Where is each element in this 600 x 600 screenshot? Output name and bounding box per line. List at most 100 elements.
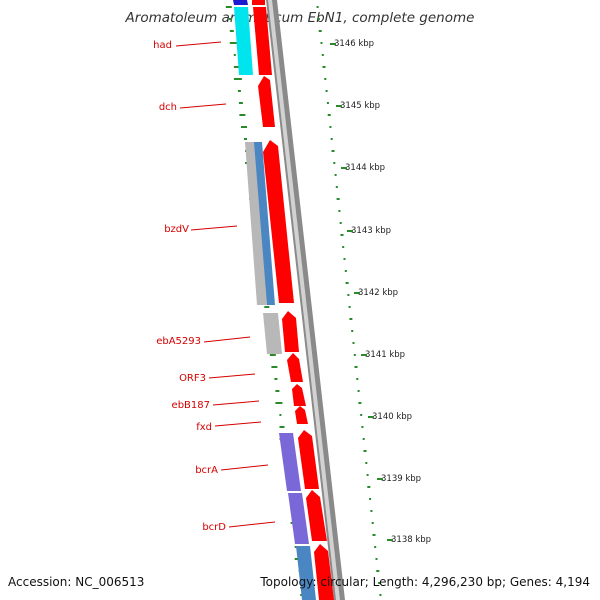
- gene-fxd: [295, 406, 308, 424]
- scale-label-3140: 3140 kbp: [372, 412, 412, 422]
- gc-tick: [339, 222, 342, 224]
- gc-tick: [362, 438, 365, 440]
- gc-tick: [344, 270, 347, 272]
- gene-eba5293: [282, 311, 299, 352]
- gc-tick: [318, 30, 322, 32]
- label-orf3: ORF3: [179, 373, 206, 384]
- gene-bcrd-inner: [288, 493, 309, 544]
- gc-tick: [372, 534, 376, 536]
- scale-label-3139: 3139 kbp: [381, 474, 421, 484]
- gene-had: [253, 7, 272, 75]
- gc-tick: [336, 198, 340, 200]
- gene-bottom-inner: [296, 546, 316, 600]
- gc-tick: [239, 114, 246, 116]
- label-bcra: bcrA: [195, 465, 218, 476]
- gc-ticks-outer: [316, 6, 382, 596]
- gc-tick: [317, 18, 320, 20]
- scale-label-3142: 3142 kbp: [358, 288, 398, 298]
- gc-tick: [357, 390, 360, 392]
- gc-tick: [376, 570, 380, 572]
- gc-tick: [360, 414, 363, 416]
- gc-tick: [351, 330, 354, 332]
- gc-tick: [365, 462, 368, 464]
- gc-tick: [345, 282, 349, 284]
- gc-tick: [225, 6, 232, 8]
- gc-tick: [233, 66, 239, 68]
- gc-tick: [354, 366, 358, 368]
- scale-label-3143: 3143 kbp: [351, 226, 391, 236]
- scale-label-3145: 3145 kbp: [340, 101, 380, 111]
- label-dch: dch: [159, 102, 177, 113]
- scale-label-3146: 3146 kbp: [334, 39, 374, 49]
- gc-tick: [340, 234, 344, 236]
- gc-tick: [358, 402, 362, 404]
- gc-tick: [374, 546, 377, 548]
- gc-tick: [279, 414, 282, 416]
- gc-tick: [229, 42, 237, 44]
- gc-tick: [369, 498, 372, 500]
- gc-tick: [366, 474, 369, 476]
- gene-ebb187: [292, 384, 306, 406]
- scale-label-3141: 3141 kbp: [365, 350, 405, 360]
- gc-tick: [316, 6, 319, 8]
- gc-tick: [343, 258, 346, 260]
- topology-text: Topology: circular; Length: 4,296,230 bp…: [260, 575, 590, 589]
- gc-tick: [331, 150, 335, 152]
- gc-tick: [325, 90, 328, 92]
- gc-tick: [229, 30, 234, 32]
- gc-tick: [324, 78, 327, 80]
- gc-tick: [329, 126, 332, 128]
- scale-label-3138: 3138 kbp: [391, 535, 431, 545]
- scale-tick: [336, 105, 342, 107]
- inner-track: [233, 0, 316, 600]
- gc-tick: [338, 210, 341, 212]
- scale-tick: [387, 539, 393, 541]
- gc-tick: [378, 582, 381, 584]
- gc-tick: [233, 54, 236, 56]
- gene-top-red: [252, 0, 265, 5]
- gc-tick: [269, 354, 276, 356]
- gc-tick: [237, 90, 241, 92]
- gene-bcra-inner: [279, 433, 301, 491]
- gene-bzdv-inner-b: [254, 142, 275, 305]
- gene-bottom-outer: [314, 544, 334, 600]
- scale-tick: [377, 478, 383, 480]
- gc-tick: [279, 426, 285, 428]
- gc-tick: [320, 42, 323, 44]
- gc-tick: [353, 354, 356, 356]
- gene-labels: had dch bzdV ebA5293 ORF3 ebB187 fxd bcr…: [153, 40, 276, 533]
- gc-tick: [370, 510, 373, 512]
- gc-tick: [330, 138, 333, 140]
- gc-tick: [326, 102, 329, 104]
- gc-tick: [327, 114, 331, 116]
- gc-tick: [244, 138, 247, 140]
- gc-tick: [342, 246, 345, 248]
- scale-tick: [341, 167, 347, 169]
- gc-tick: [233, 78, 242, 80]
- gc-tick: [333, 162, 336, 164]
- gene-eba5293-inner: [263, 313, 282, 354]
- gene-orf3: [287, 353, 303, 382]
- gene-bcrd: [306, 490, 327, 541]
- gc-tick: [228, 18, 232, 20]
- label-bzdv: bzdV: [164, 224, 189, 235]
- scale-ticks: [330, 43, 393, 541]
- scale-tick: [354, 292, 360, 294]
- label-fxd: fxd: [196, 422, 212, 433]
- gc-tick: [274, 378, 278, 380]
- gc-tick: [349, 318, 353, 320]
- gc-tick: [335, 186, 338, 188]
- scale-labels: 3146 kbp 3145 kbp 3144 kbp 3143 kbp 3142…: [334, 39, 431, 545]
- outer-track: [252, 0, 334, 600]
- gene-dch: [258, 76, 275, 127]
- gc-tick: [275, 402, 283, 404]
- scale-tick: [368, 416, 374, 418]
- gc-tick: [375, 558, 378, 560]
- gc-tick: [348, 306, 351, 308]
- gc-tick: [322, 66, 326, 68]
- gc-tick: [321, 54, 324, 56]
- scale-label-3144: 3144 kbp: [345, 163, 385, 173]
- gc-tick: [264, 306, 270, 308]
- scale-tick: [330, 43, 336, 45]
